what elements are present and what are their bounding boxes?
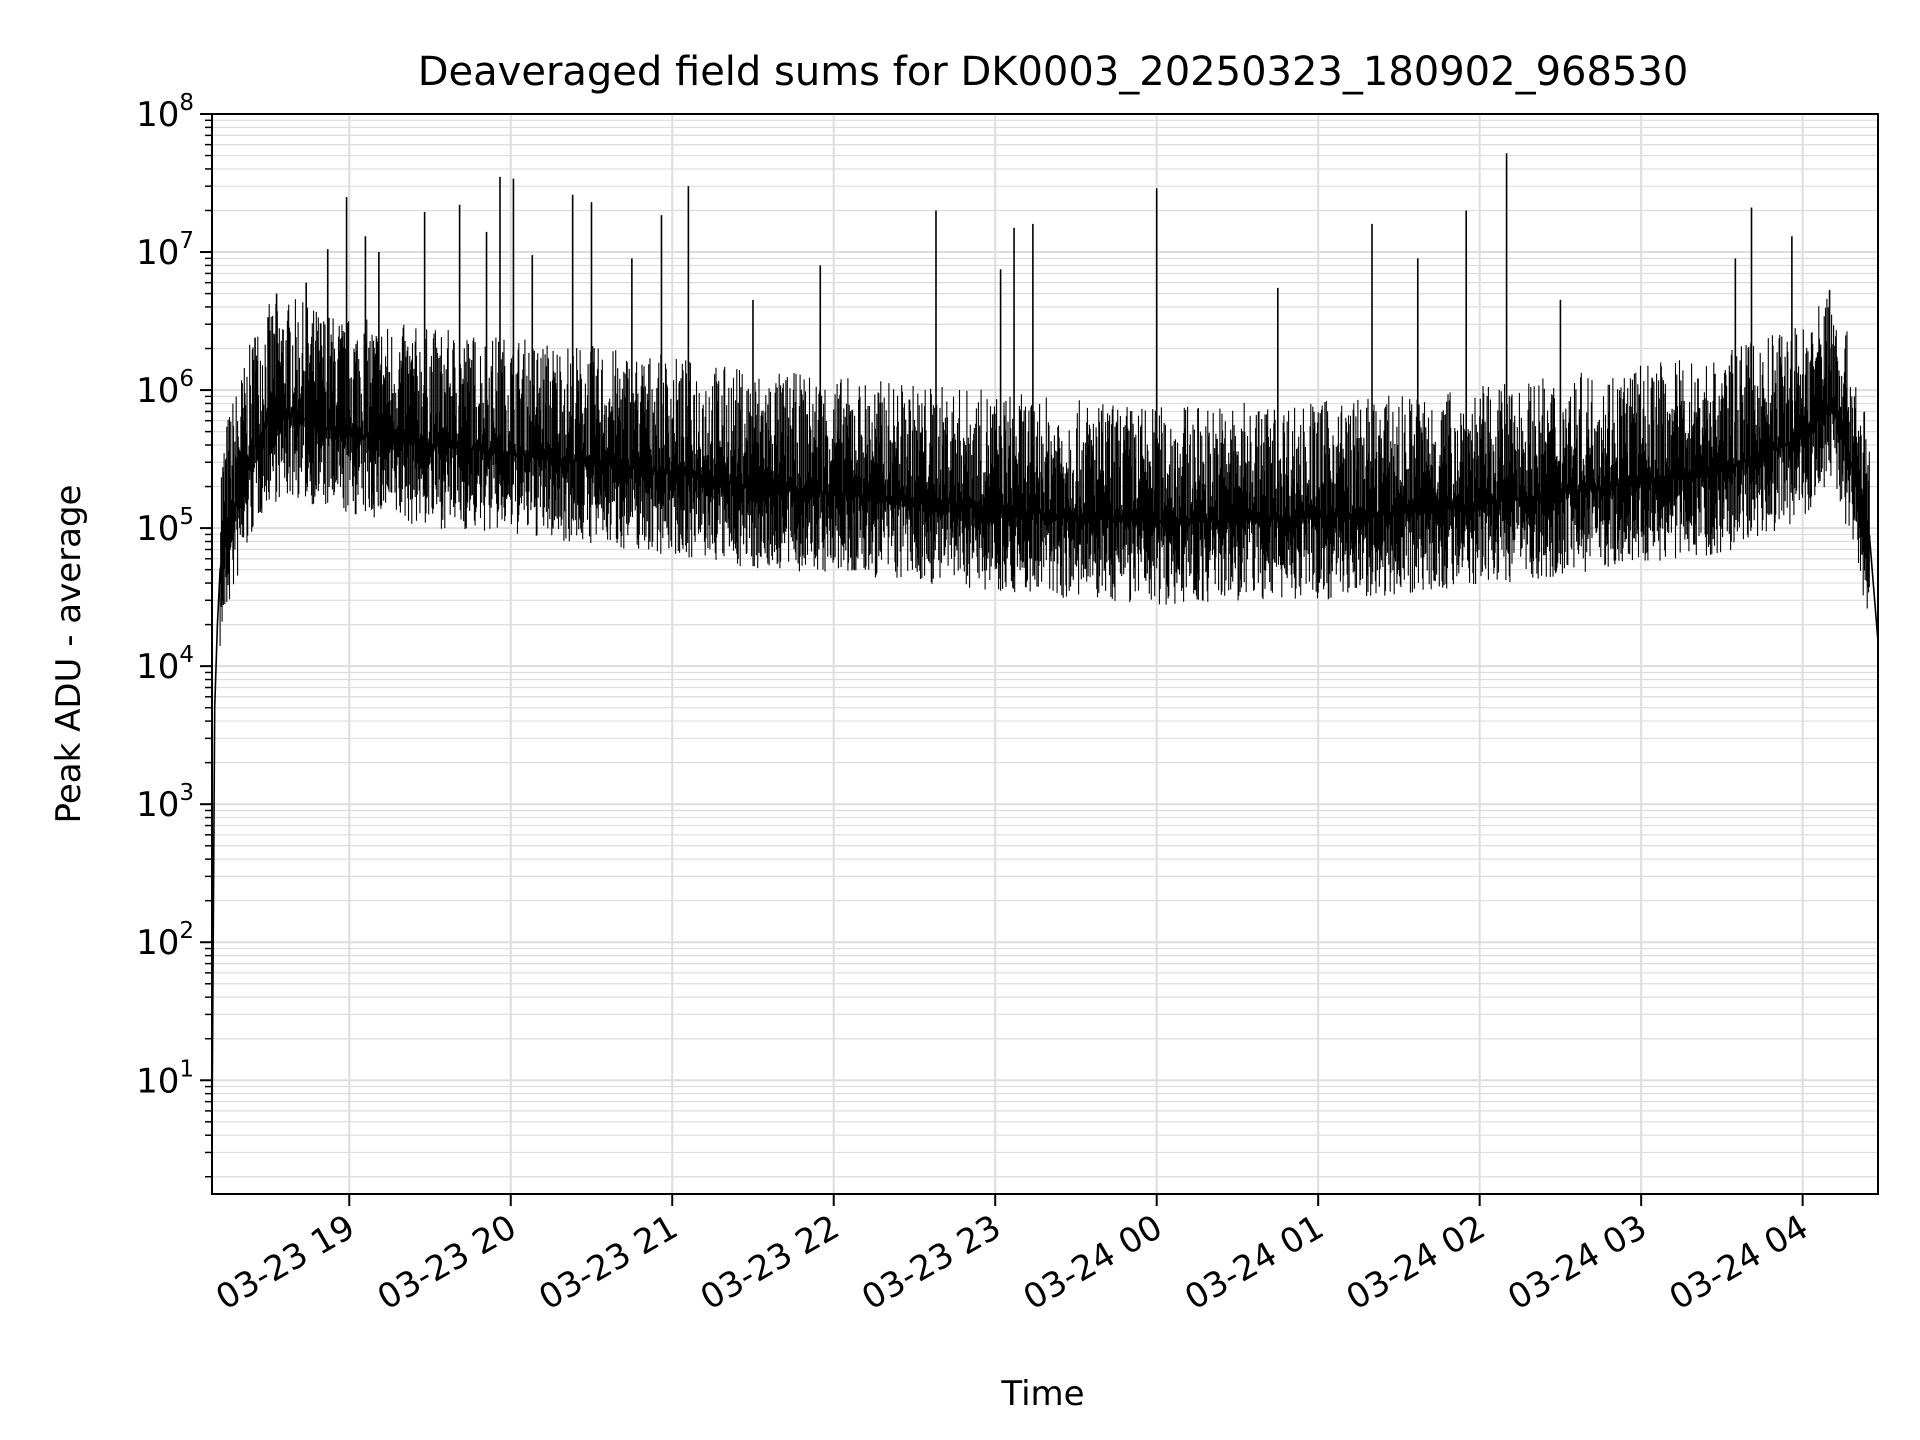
y-tick-label: 104 bbox=[136, 642, 194, 687]
y-tick-label: 102 bbox=[136, 918, 194, 963]
y-tick-label: 101 bbox=[136, 1056, 194, 1101]
series-noise-band bbox=[219, 298, 1871, 646]
y-tick-label: 108 bbox=[136, 90, 194, 135]
plot-area-frame bbox=[211, 113, 1879, 1195]
y-axis-label: Peak ADU - average bbox=[49, 485, 89, 824]
x-axis-label: Time bbox=[1000, 1374, 1084, 1414]
chart-title: Deaveraged field sums for DK0003_2025032… bbox=[418, 49, 1689, 95]
y-tick-label: 103 bbox=[136, 780, 194, 825]
series-layer bbox=[211, 153, 1879, 1136]
y-tick-label: 106 bbox=[136, 366, 194, 411]
y-tick-label: 107 bbox=[136, 228, 194, 273]
y-tick-label: 105 bbox=[136, 504, 194, 549]
